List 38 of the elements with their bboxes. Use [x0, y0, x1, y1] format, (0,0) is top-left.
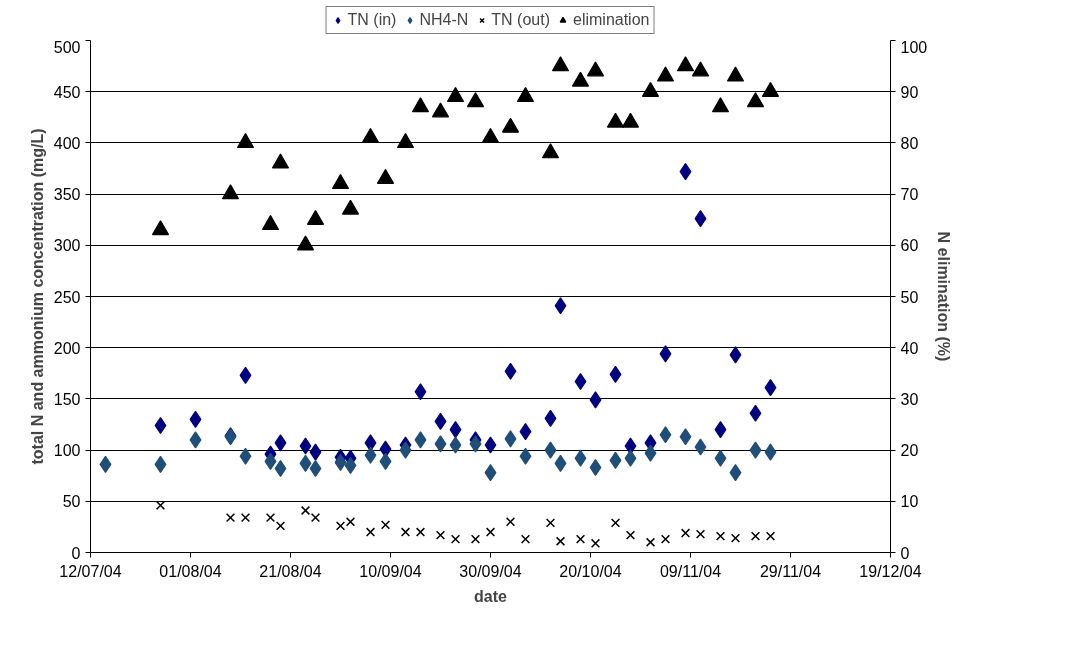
y2-tick-label: 100	[900, 38, 928, 56]
y-tick-label: 500	[53, 38, 81, 56]
y2-axis-title: N elimination (%)	[935, 231, 953, 362]
x-tick-label: 20/10/04	[559, 562, 622, 580]
x-tick-label: 12/07/04	[59, 562, 122, 580]
y2-tick-label: 50	[900, 288, 919, 306]
x-tick-label: 19/12/04	[859, 562, 922, 580]
x-tick-label: 10/09/04	[359, 562, 422, 580]
y2-tick-label: 80	[900, 134, 919, 152]
y-tick-label: 350	[53, 186, 81, 204]
y2-tick-label: 40	[900, 339, 919, 357]
legend-label: TN (in)	[347, 11, 397, 29]
y-tick-label: 150	[53, 390, 81, 408]
y2-tick-label: 0	[900, 544, 910, 562]
y2-tick-label: 60	[900, 237, 919, 255]
y-tick-label: 200	[53, 339, 81, 357]
legend-label: elimination	[572, 11, 650, 29]
y-tick-label: 100	[53, 442, 81, 460]
y-tick-label: 450	[53, 83, 81, 101]
legend-label: NH4-N	[419, 11, 469, 29]
legend-label: TN (out)	[491, 11, 550, 29]
y-tick-label: 0	[71, 544, 81, 562]
x-tick-label: 01/08/04	[159, 562, 222, 580]
x-tick-label: 21/08/04	[259, 562, 322, 580]
y-tick-label: 300	[53, 237, 81, 255]
x-tick-label: 09/11/04	[659, 562, 722, 580]
y2-tick-label: 70	[900, 186, 919, 204]
y2-tick-label: 10	[900, 493, 919, 511]
y-tick-label: 400	[53, 134, 81, 152]
y2-tick-label: 20	[900, 442, 919, 460]
y-tick-label: 250	[53, 288, 81, 306]
x-axis-title: date	[474, 587, 508, 605]
x-tick-label: 29/11/04	[759, 562, 822, 580]
y-tick-label: 50	[62, 493, 81, 511]
y2-tick-label: 30	[900, 390, 919, 408]
y2-tick-label: 90	[900, 83, 919, 101]
x-tick-label: 30/09/04	[459, 562, 522, 580]
y-axis-title: total N and ammonium concentration (mg/L)	[28, 128, 46, 465]
